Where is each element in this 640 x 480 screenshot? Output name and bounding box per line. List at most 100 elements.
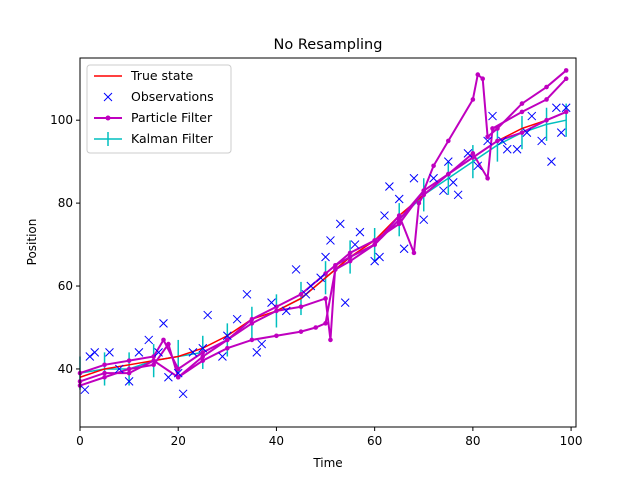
observation-point	[483, 136, 492, 146]
observation-point	[321, 252, 330, 262]
observation-point	[281, 306, 291, 316]
particle-filter-point	[519, 101, 525, 106]
observation-stroke	[473, 161, 483, 171]
particle-filter-point	[102, 374, 107, 380]
observation-stroke	[463, 149, 473, 158]
observation-stroke	[394, 194, 404, 204]
observation-point	[173, 368, 183, 378]
particle-filter-point	[249, 337, 255, 343]
legend-label-particle-filter: Particle Filter	[131, 110, 213, 125]
x-tick-label: 40	[269, 434, 284, 448]
observation-point	[90, 348, 100, 357]
particle-filter-point	[470, 155, 476, 160]
particle-filter-point	[396, 213, 402, 218]
observation-stroke	[242, 289, 252, 299]
observation-point	[448, 178, 458, 187]
particle-filter-point	[328, 337, 333, 343]
particle-filter-point	[519, 130, 525, 135]
observation-stroke	[355, 227, 365, 237]
y-axis-label: Position	[25, 219, 39, 266]
y-tick-label: 100	[50, 113, 73, 127]
observation-stroke	[144, 335, 154, 345]
legend-label-kalman-filter: Kalman Filter	[131, 131, 214, 146]
observation-stroke	[340, 298, 350, 307]
observation-stroke	[399, 244, 409, 254]
particle-filter-point	[200, 350, 206, 355]
observation-point	[502, 144, 512, 154]
observation-stroke	[203, 310, 213, 320]
particle-filter-point	[298, 329, 304, 334]
particle-filter-point	[333, 267, 338, 272]
observation-stroke	[291, 265, 301, 274]
x-tick-label: 0	[76, 434, 84, 448]
particle-filter-point	[200, 354, 206, 359]
observation-point	[144, 335, 154, 345]
observation-point	[159, 318, 168, 328]
particle-filter-point	[372, 242, 377, 247]
particle-filter-point	[480, 76, 485, 82]
observation-point	[340, 298, 350, 307]
particle-filter-point	[323, 321, 328, 326]
observation-point	[473, 161, 483, 171]
observation-point	[527, 111, 537, 121]
plot-frame	[79, 57, 577, 428]
particle-filter-point	[323, 296, 328, 301]
observation-stroke	[483, 136, 492, 146]
observation-point	[439, 186, 448, 196]
particle-filter-point	[347, 258, 353, 264]
particle-filter-point	[431, 163, 436, 169]
particle-filter-point	[475, 72, 481, 77]
particle-filter-point	[347, 250, 353, 256]
observation-point	[326, 236, 335, 245]
observation-stroke	[385, 182, 394, 191]
observation-stroke	[80, 385, 90, 395]
x-tick-label: 100	[560, 434, 583, 448]
observation-point	[399, 244, 409, 254]
observation-point	[257, 339, 267, 349]
particle-filter-point	[274, 333, 279, 339]
particle-filter-point	[416, 200, 422, 206]
particle-filter-point	[490, 126, 495, 131]
particle-filter-point	[544, 84, 549, 90]
observation-stroke	[429, 173, 438, 183]
observation-point	[242, 289, 252, 299]
observation-stroke	[439, 186, 448, 196]
observation-point	[552, 103, 561, 113]
observation-point	[203, 310, 213, 320]
observation-stroke	[497, 136, 507, 146]
particle-filter-point	[396, 217, 402, 222]
observation-point	[429, 173, 438, 183]
particle-filter-point	[544, 97, 549, 102]
observation-point	[453, 190, 463, 200]
particle-filter-point	[298, 304, 304, 310]
particle-filter-point	[274, 304, 279, 310]
particle-filter-point	[485, 134, 490, 140]
particle-filter-point	[411, 250, 417, 256]
kalman-filter-line	[79, 119, 567, 374]
observation-stroke	[453, 190, 463, 200]
legend: True state Observations Particle Filter …	[86, 64, 232, 154]
observation-stroke	[306, 281, 316, 291]
observation-stroke	[488, 111, 497, 121]
legend-box	[86, 64, 232, 154]
particle-filter-point	[102, 362, 107, 368]
observation-point	[198, 343, 208, 353]
particle-filter-point	[298, 292, 304, 297]
observation-stroke	[301, 289, 311, 299]
observation-stroke	[512, 144, 522, 154]
particle-filter-point	[249, 316, 255, 322]
observation-point	[218, 352, 227, 361]
observation-stroke	[154, 348, 163, 357]
observation-stroke	[561, 103, 571, 113]
observation-point	[114, 364, 124, 374]
observation-stroke	[105, 348, 114, 357]
observation-point	[291, 265, 301, 274]
particle-filter-point	[161, 337, 166, 343]
particle-filter-point	[446, 171, 451, 177]
particle-filter-point	[225, 345, 230, 351]
observation-point	[267, 298, 276, 307]
observation-point	[154, 348, 163, 357]
observation-stroke	[527, 111, 537, 121]
observation-point	[380, 211, 389, 220]
